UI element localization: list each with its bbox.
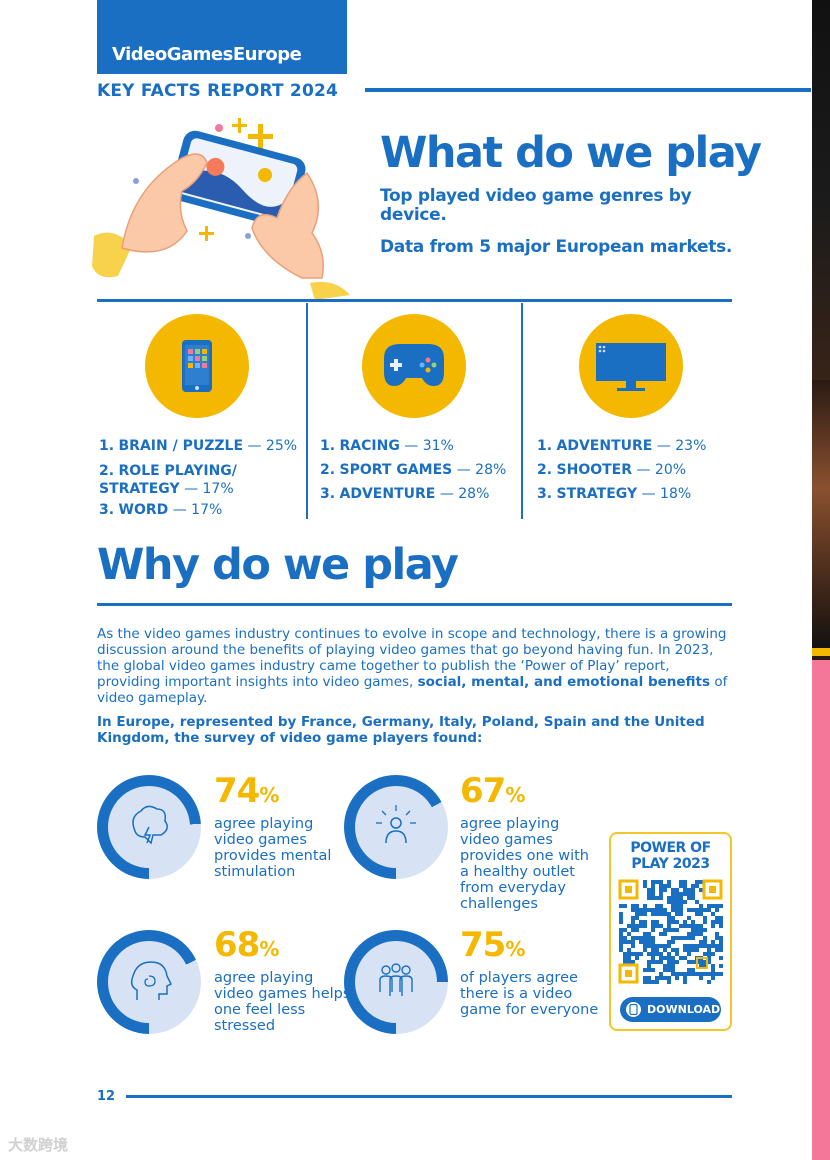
stat-description: of players agree there is a video game f… <box>460 970 599 1018</box>
download-label: DOWNLOAD <box>647 1003 721 1016</box>
genre-list-mobile: 1. BRAIN / PUZZLE — 25% 2. ROLE PLAYING/… <box>99 434 304 522</box>
stat-value: 75% <box>460 925 525 965</box>
why-divider <box>97 603 732 606</box>
survey-note: In Europe, represented by France, German… <box>97 714 705 746</box>
genre-item: 1. RACING — 31% <box>320 438 454 454</box>
genre-item: 2. ROLE PLAYING/ STRATEGY — 17% <box>99 463 237 497</box>
genre-item: 3. STRATEGY — 18% <box>537 486 692 502</box>
person-radiating-icon <box>376 805 416 844</box>
device-badge-mobile <box>145 314 249 418</box>
column-divider <box>306 303 308 519</box>
monitor-icon <box>596 343 666 391</box>
stat-value: 74% <box>214 771 279 811</box>
genre-item: 1. ADVENTURE — 23% <box>537 438 707 454</box>
section-title-what: What do we play <box>380 128 762 178</box>
genre-item: 3. WORD — 17% <box>99 502 223 518</box>
edge-strip-accent <box>812 648 830 656</box>
device-badge-pc <box>579 314 683 418</box>
section-title-why: Why do we play <box>97 540 459 590</box>
qr-code[interactable] <box>617 878 724 985</box>
hero-divider <box>97 299 732 302</box>
gamepad-icon <box>384 344 444 386</box>
genre-item: 1. BRAIN / PUZZLE — 25% <box>99 438 298 454</box>
stat-description: agree playing video games provides one w… <box>460 816 589 912</box>
stat-value: 67% <box>460 771 525 811</box>
download-button[interactable]: DOWNLOAD <box>620 997 721 1022</box>
genre-item: 3. ADVENTURE — 28% <box>320 486 490 502</box>
genre-list-console: 1. RACING — 31% 2. SPORT GAMES — 28% 3. … <box>320 434 520 506</box>
page-number: 12 <box>97 1089 116 1104</box>
stat-ring <box>344 930 448 1034</box>
watermark-logo: 大数跨境 <box>8 1136 69 1154</box>
hero-subtitle-markets: Data from 5 major European markets. <box>380 237 733 257</box>
footer-divider <box>126 1095 732 1098</box>
report-title: KEY FACTS REPORT 2024 <box>97 81 339 101</box>
genre-item: 2. SPORT GAMES — 28% <box>320 462 507 478</box>
device-badge-console <box>362 314 466 418</box>
edge-strip-photo-lower <box>812 380 830 650</box>
sparkle-icon <box>199 118 273 241</box>
hero-subtitle-genres: Top played video game genres by device. <box>380 186 692 225</box>
genre-item: 2. SHOOTER — 20% <box>537 462 687 478</box>
stat-ring <box>344 775 448 879</box>
head-swirl-icon <box>130 961 173 1000</box>
why-paragraph: As the video games industry continues to… <box>97 626 728 706</box>
brand-banner <box>97 0 347 74</box>
stat-ring <box>97 930 201 1034</box>
mobile-phone-icon <box>182 340 212 392</box>
stat-description: agree playing video games helps one feel… <box>214 970 351 1034</box>
header-divider <box>365 88 811 92</box>
brain-lightning-icon <box>132 805 168 845</box>
genre-list-pc: 1. ADVENTURE — 23% 2. SHOOTER — 20% 3. S… <box>537 434 737 506</box>
brand-logo: VideoGamesEurope <box>112 44 302 65</box>
stat-description: agree playing video games provides menta… <box>214 816 332 880</box>
qr-title: POWER OF PLAY 2023 <box>630 840 711 872</box>
phone-icon <box>626 1002 641 1017</box>
stat-ring <box>97 775 201 879</box>
hands-holding-phone-illustration <box>92 118 350 300</box>
stat-value: 68% <box>214 925 279 965</box>
column-divider <box>521 303 523 519</box>
group-people-icon <box>379 963 413 996</box>
